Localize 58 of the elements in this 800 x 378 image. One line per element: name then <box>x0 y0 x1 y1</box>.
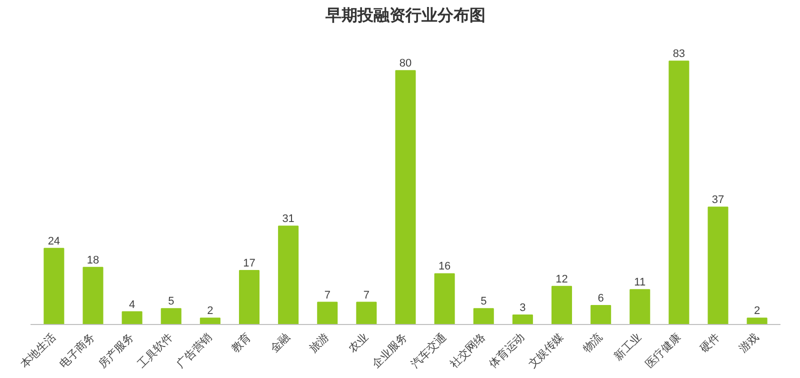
bar <box>82 266 104 324</box>
x-tick-label: 汽车交通 <box>408 330 449 371</box>
data-label: 5 <box>168 296 174 308</box>
bar <box>512 314 533 324</box>
bar <box>746 318 768 324</box>
data-label: 2 <box>754 305 760 318</box>
bar <box>44 248 64 324</box>
data-label: 18 <box>86 254 100 266</box>
data-label: 5 <box>480 296 487 308</box>
data-label: 7 <box>324 289 330 302</box>
x-tick-label: 社交网络 <box>448 330 488 371</box>
x-tick-label: 游戏 <box>736 330 762 356</box>
data-label: 83 <box>672 48 686 60</box>
x-tick-label: 房产服务 <box>96 330 136 371</box>
data-label: 4 <box>129 298 136 311</box>
x-tick-label: 本地生活 <box>18 330 58 371</box>
bar <box>708 206 728 324</box>
data-label: 12 <box>556 273 568 286</box>
x-tick-label: 企业服务 <box>369 330 410 371</box>
bar <box>630 289 650 324</box>
bar <box>122 311 142 324</box>
x-tick-label: 文娱传媒 <box>526 330 566 371</box>
bar <box>668 60 690 324</box>
data-label: 16 <box>438 260 451 273</box>
data-label: 6 <box>598 292 604 304</box>
bar <box>200 318 220 324</box>
data-label: 37 <box>712 194 724 206</box>
bar <box>590 304 612 324</box>
x-tick-label: 教育 <box>228 330 254 356</box>
x-tick-label: 金融 <box>268 331 293 356</box>
bar <box>238 270 260 324</box>
bar <box>160 308 182 324</box>
chart-title: 早期投融资行业分布图 <box>324 6 486 24</box>
x-tick-label: 医疗健康 <box>642 330 684 371</box>
bar <box>434 273 455 324</box>
data-label: 80 <box>399 58 412 70</box>
data-label: 3 <box>520 302 526 314</box>
bar <box>395 70 416 324</box>
bar <box>317 302 338 324</box>
data-label: 11 <box>634 276 646 289</box>
x-tick-label: 工具软件 <box>136 331 176 371</box>
bar <box>278 226 299 324</box>
x-tick-label: 硬件 <box>698 331 722 356</box>
x-tick-label: 电子商务 <box>56 330 98 371</box>
data-label: 7 <box>363 289 370 302</box>
x-tick-label: 农业 <box>346 330 371 356</box>
data-label: 24 <box>48 235 60 248</box>
x-tick-label: 物流 <box>580 330 606 356</box>
x-tick-label: 广告营销 <box>174 330 214 371</box>
data-label: 2 <box>207 305 214 318</box>
bar <box>356 302 377 324</box>
x-tick-label: 旅游 <box>306 330 332 356</box>
x-tick-label: 新工业 <box>612 330 644 364</box>
data-label: 17 <box>243 258 256 270</box>
x-tick-label: 体育运动 <box>486 330 527 371</box>
bar <box>551 286 572 324</box>
data-label: 31 <box>282 213 294 226</box>
bar <box>473 308 494 324</box>
